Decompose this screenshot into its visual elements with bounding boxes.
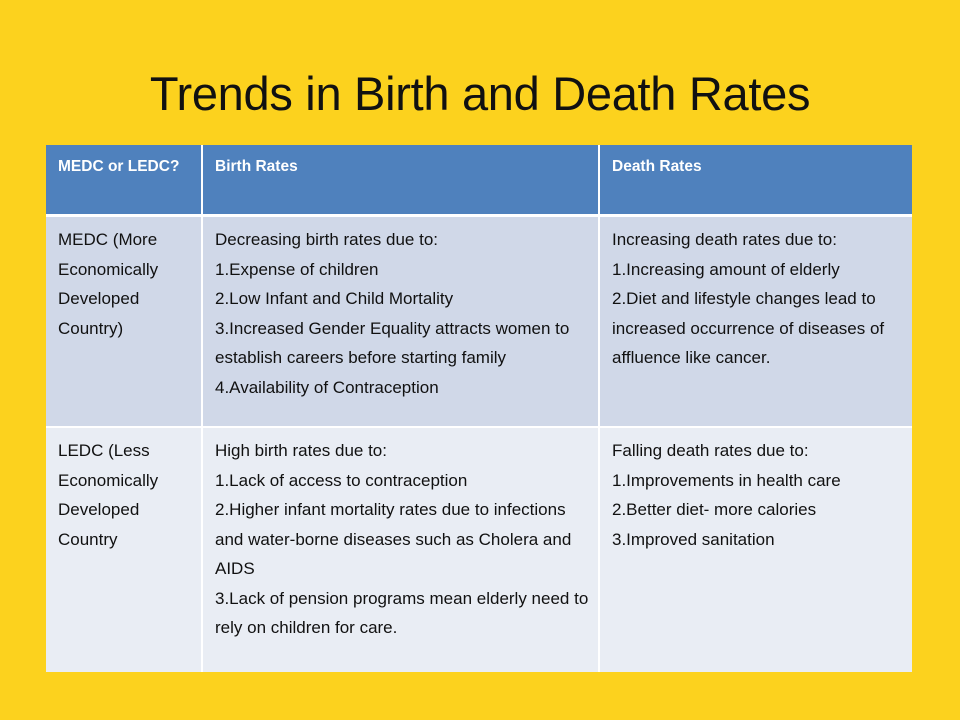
medc-death-item: 2.Diet and lifestyle changes lead to inc…	[612, 289, 885, 367]
cell-ledc-birth: High birth rates due to: 1.Lack of acces…	[202, 427, 600, 672]
header-medc-or-ledc: MEDC or LEDC?	[46, 145, 203, 217]
cell-medc-category: MEDC (More Economically Developed Countr…	[46, 215, 203, 428]
ledc-birth-item: 3.Lack of pension programs mean elderly …	[215, 588, 589, 638]
ledc-birth-item: 1.Lack of access to contraception	[215, 470, 468, 490]
header-birth-rates: Birth Rates	[202, 145, 600, 217]
medc-birth-item: 2.Low Infant and Child Mortality	[215, 289, 454, 308]
medc-birth-lead: Decreasing birth rates due to:	[215, 230, 439, 249]
ledc-death-item: 1.Improvements in health care	[612, 470, 841, 490]
slide-title: Trends in Birth and Death Rates	[149, 67, 811, 120]
cell-medc-birth: Decreasing birth rates due to: 1.Expense…	[202, 215, 600, 428]
medc-birth-item: 4.Availability of Contraception	[215, 377, 439, 397]
trends-table: MEDC or LEDC? Birth Rates Death Rates ME…	[46, 145, 912, 672]
table-header-row: MEDC or LEDC? Birth Rates Death Rates	[46, 145, 912, 217]
medc-birth-item: 1.Expense of children	[215, 259, 379, 279]
ledc-birth-lead: High birth rates due to:	[215, 441, 387, 460]
cell-ledc-death: Falling death rates due to: 1.Improvemen…	[599, 427, 912, 672]
cell-ledc-category: LEDC (Less Economically Developed Countr…	[46, 427, 203, 672]
ledc-death-item: 3.Improved sanitation	[612, 529, 775, 549]
cell-medc-death: Increasing death rates due to: 1.Increas…	[599, 215, 912, 428]
ledc-death-lead: Falling death rates due to:	[612, 441, 809, 460]
table-row-ledc: LEDC (Less Economically Developed Countr…	[46, 427, 912, 672]
header-death-rates: Death Rates	[599, 145, 912, 217]
table-row-medc: MEDC (More Economically Developed Countr…	[46, 215, 912, 428]
ledc-birth-item: 2.Higher infant mortality rates due to i…	[215, 500, 572, 578]
ledc-death-item: 2.Better diet- more calories	[612, 500, 817, 519]
medc-birth-item: 3.Increased Gender Equality attracts wom…	[215, 318, 570, 368]
medc-death-item: 1.Increasing amount of elderly	[612, 259, 840, 279]
medc-death-lead: Increasing death rates due to:	[612, 230, 837, 249]
